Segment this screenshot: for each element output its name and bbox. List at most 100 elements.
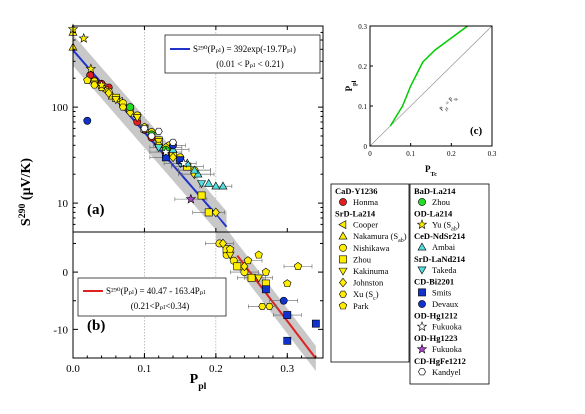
y-axis-label: Ppl (344, 80, 358, 91)
data-point (211, 207, 220, 218)
diagonal-label: Ppl = PTc (439, 94, 459, 114)
x-tick-label: 0 (368, 150, 372, 158)
data-point (160, 146, 172, 157)
legend-marker (416, 343, 428, 354)
data-point (258, 303, 267, 310)
data-point (169, 138, 177, 146)
x-tick-label: 0.1 (138, 363, 152, 375)
legend-marker (416, 321, 428, 332)
data-point (261, 285, 270, 294)
legend-item-label: Nakamura (Sab) (353, 231, 407, 244)
legend-marker (339, 198, 347, 206)
legend-item-label: Kakinuma (353, 266, 389, 276)
data-point (78, 32, 89, 43)
x-axis-label: Ppl (190, 372, 207, 392)
legend-marker (416, 219, 428, 230)
data-point (211, 181, 221, 190)
data-point (169, 152, 177, 163)
data-point (204, 178, 214, 187)
data-point (240, 261, 249, 272)
data-point (140, 124, 149, 132)
data-point (85, 63, 97, 74)
y-tick-label: 0 (364, 143, 368, 151)
legend-item-label: Cooper (353, 220, 378, 230)
data-point (197, 180, 207, 189)
legend-item-label: Takeda (432, 265, 457, 275)
fit-equation-b: S²⁹⁰(Pₚₗ) = 40.47 - 163.4Pₚₗ (106, 286, 206, 296)
legend-marker (339, 243, 347, 252)
panel-label-c: (c) (470, 125, 483, 137)
legend-marker (338, 220, 347, 230)
x-tick-label: 0.3 (488, 150, 497, 158)
legend-group-title: BaD-La214 (414, 186, 456, 196)
y-axis-label: S290 (μV/K) (17, 158, 35, 226)
legend-item-label: Xu (Sc) (353, 289, 379, 302)
legend-item-label: Yu (Sab) (432, 220, 460, 233)
fit-legend-box-a (164, 34, 321, 74)
data-point (233, 262, 242, 271)
fit-equation-a: S²⁹⁰(Pₚₗ) = 392exp(-19.7Pₚₗ) (193, 44, 296, 54)
legend-item-label: Zhou (432, 197, 451, 207)
inset-panel-c: 0 0.1 0.2 0.3 0 0.1 0.2 0.3 (c) PTc Ppl Ppl = PTc (344, 23, 497, 178)
y-tick-label: 0.2 (358, 63, 367, 71)
legend-marker (418, 300, 426, 308)
legend-item-label: Johnston (353, 278, 384, 288)
legend-marker (339, 277, 347, 288)
y-tick-label: 0.3 (358, 23, 367, 31)
data-point (261, 267, 270, 276)
y-tick-label: 10 (57, 198, 69, 210)
fit-range-a: (0.01 < Pₚₗ < 0.21) (216, 59, 283, 69)
data-point (254, 250, 263, 259)
legend-marker (338, 267, 348, 276)
data-point (154, 144, 164, 153)
x-tick-label: 0.2 (209, 363, 223, 375)
data-point (247, 273, 256, 282)
data-point (83, 116, 92, 125)
data-point (226, 244, 235, 253)
legend-item-label: Honma (353, 197, 378, 207)
x-tick-label: 0.0 (66, 363, 80, 375)
data-point (178, 157, 189, 168)
legend-item-label: Fukuoka (432, 344, 462, 354)
legend-group-title: SrD-LaNd214 (414, 254, 466, 264)
legend-item-label: Smits (432, 287, 451, 297)
legend-item-label: Fukuoka (432, 322, 462, 332)
legend-marker (339, 255, 347, 264)
legend-marker (339, 290, 347, 298)
data-point (283, 336, 292, 345)
legend-marker (418, 198, 426, 206)
data-point (311, 319, 320, 328)
data-point (265, 303, 274, 310)
main-panel: 0.0 0.1 0.2 0.3 10 100 0 -10 (a) (b) S290 (μV/K) Pp… (17, 23, 324, 392)
legend-group-title: OD-Hg1223 (414, 333, 457, 343)
legend-group-title: OD-Hg1212 (414, 311, 457, 321)
x-tick-label: 0.1 (406, 150, 415, 158)
data-point (185, 193, 197, 204)
legend-item-label: Ambai (432, 242, 456, 252)
data-point (119, 103, 127, 111)
data-point (126, 103, 135, 112)
legend-item-label: Nishikawa (353, 243, 390, 253)
data-point (132, 114, 142, 123)
data-point (279, 296, 288, 305)
data-point (197, 191, 206, 200)
legend-group-title: CD-HgFe1212 (414, 356, 466, 366)
legend-marker (417, 242, 427, 251)
data-point (243, 256, 253, 265)
legend-group-title: CeD-NdSr214 (414, 231, 466, 241)
series-line (389, 25, 469, 127)
data-point (254, 274, 264, 283)
panel-b-frame (72, 231, 324, 359)
y-tick-label: -10 (53, 324, 68, 336)
data-point (147, 132, 156, 140)
data-point (189, 165, 199, 174)
x-tick-label: 0.3 (280, 363, 294, 375)
data-point (111, 96, 121, 105)
y-tick-label: 0 (63, 267, 69, 279)
data-point (283, 311, 292, 319)
y-tick-label: 100 (52, 102, 69, 114)
legend-item-label: Kandyel (432, 367, 461, 377)
y-tick-label: 0.1 (358, 103, 367, 111)
